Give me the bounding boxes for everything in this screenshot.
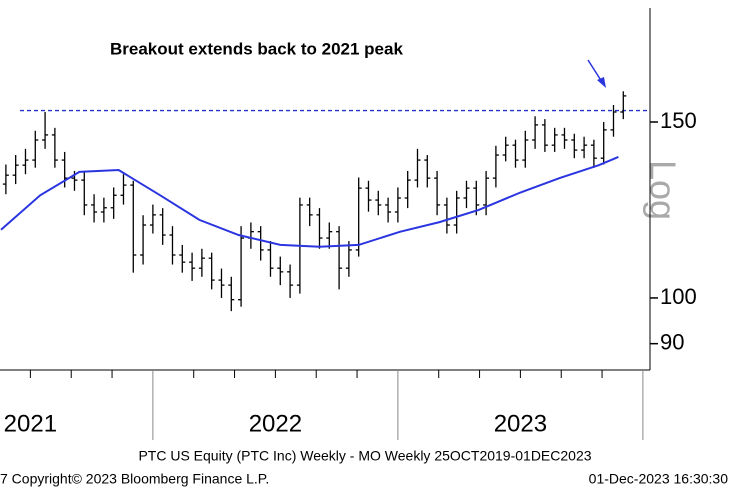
y-axis-label: Log [642,160,683,220]
x-tick-label: 2022 [249,410,302,437]
footer-title: PTC US Equity (PTC Inc) Weekly - MO Week… [138,448,591,464]
y-tick-label: 100 [660,284,697,309]
x-tick-label: 2021 [4,410,57,437]
copyright: 7 Copyright© 2023 Bloomberg Finance L.P. [0,471,269,487]
annotation-arrow [587,59,606,88]
annotation: Breakout extends back to 2021 peak [110,39,403,58]
y-tick-label: 150 [660,108,697,133]
timestamp: 01-Dec-2023 16:30:30 [589,471,729,487]
moving-average [0,155,619,248]
arrow-shaft [587,59,603,83]
arrow-head [597,77,606,88]
y-tick-label: 90 [660,329,684,354]
x-tick-label: 2023 [494,410,547,437]
